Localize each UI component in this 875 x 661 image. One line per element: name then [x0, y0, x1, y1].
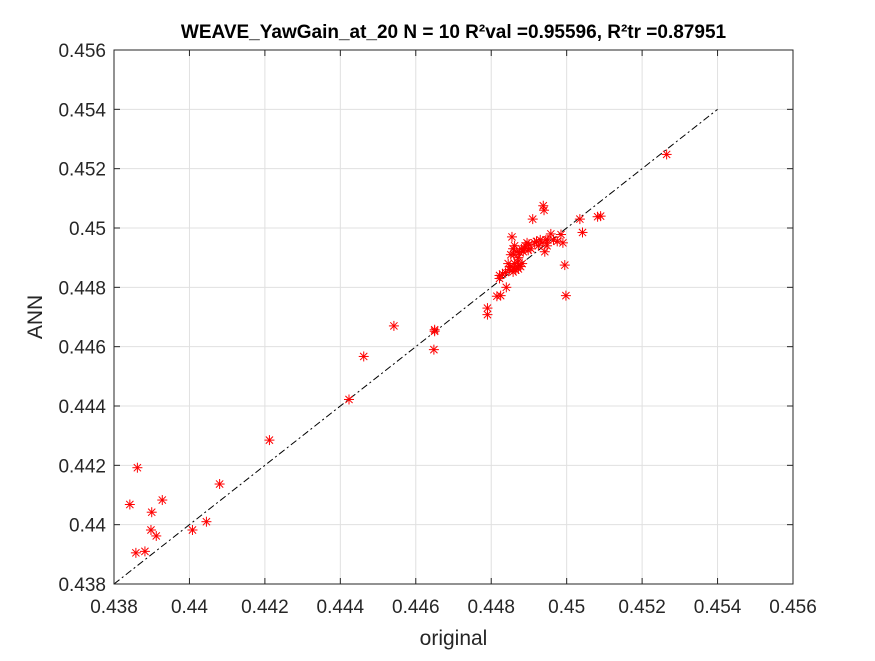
data-point: [201, 516, 212, 527]
data-point: [151, 530, 162, 541]
y-tick-label: 0.45: [69, 219, 106, 240]
data-point: [517, 258, 528, 269]
data-point: [132, 462, 143, 473]
data-point: [429, 324, 440, 335]
x-tick-label: 0.446: [392, 597, 440, 618]
y-tick-label: 0.444: [58, 397, 106, 418]
y-tick-label: 0.438: [58, 575, 106, 596]
x-tick-label: 0.44: [171, 597, 208, 618]
x-tick-label: 0.456: [769, 597, 817, 618]
data-point: [527, 214, 538, 225]
data-point: [388, 320, 399, 331]
y-tick-label: 0.456: [58, 41, 106, 62]
y-tick-label: 0.448: [58, 278, 106, 299]
data-point: [501, 282, 512, 293]
x-tick-label: 0.454: [694, 597, 742, 618]
x-tick-label: 0.448: [467, 597, 515, 618]
data-point: [344, 394, 355, 405]
y-tick-label: 0.44: [69, 516, 106, 537]
y-axis-label: ANN: [24, 295, 47, 339]
data-point: [523, 239, 534, 250]
data-point: [506, 231, 517, 242]
x-tick-label: 0.45: [548, 597, 585, 618]
data-point: [559, 260, 570, 271]
data-point: [495, 290, 506, 301]
data-point: [482, 303, 493, 314]
data-point: [577, 227, 588, 238]
data-point: [428, 344, 439, 355]
data-point: [545, 228, 556, 239]
data-point: [358, 351, 369, 362]
data-point: [130, 547, 141, 558]
data-point: [539, 205, 550, 216]
x-axis-ticks: 0.438 0.44 0.442 0.444 0.446 0.448 0.45 0.452 0.…: [90, 50, 817, 618]
data-point: [264, 435, 275, 446]
y-tick-label: 0.446: [58, 338, 106, 359]
data-point: [595, 211, 606, 222]
data-point: [124, 499, 135, 510]
y-tick-label: 0.452: [58, 160, 106, 181]
data-point: [157, 495, 168, 506]
data-point: [146, 507, 157, 518]
data-point: [214, 479, 225, 490]
x-axis-label: original: [420, 627, 488, 650]
data-point: [560, 290, 571, 301]
data-point: [515, 261, 526, 272]
data-point: [187, 525, 198, 536]
data-points: [124, 149, 672, 558]
data-point: [661, 149, 672, 160]
data-point: [574, 214, 585, 225]
data-point: [542, 240, 553, 251]
x-tick-label: 0.438: [90, 597, 138, 618]
x-tick-label: 0.452: [618, 597, 666, 618]
chart-title: WEAVE_YawGain_at_20 N = 10 R²val =0.9559…: [181, 22, 727, 43]
data-point: [556, 229, 567, 240]
y-tick-label: 0.442: [58, 456, 106, 477]
data-point: [525, 243, 536, 254]
data-point: [557, 237, 568, 248]
y-tick-label: 0.454: [58, 100, 106, 121]
axes-box: [113, 49, 794, 585]
x-tick-label: 0.444: [317, 597, 365, 618]
data-point: [482, 309, 493, 320]
y-axis-ticks: 0.438 0.44 0.442 0.444 0.446 0.448 0.45 0.452 0.…: [58, 41, 793, 596]
data-point: [139, 546, 150, 557]
x-tick-label: 0.442: [241, 597, 289, 618]
